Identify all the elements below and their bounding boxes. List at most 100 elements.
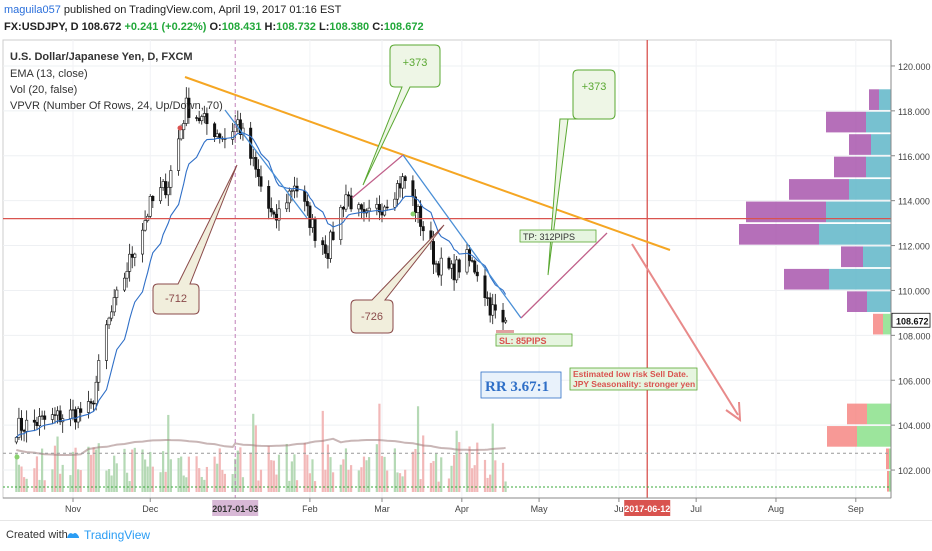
candle-body [231, 131, 235, 140]
x-marker-label: 2017-01-03 [212, 504, 258, 514]
volume-bar [35, 456, 39, 492]
candle-body [169, 170, 173, 188]
volume-bar [187, 456, 190, 492]
candle-body [86, 401, 90, 413]
volume-bar [277, 454, 281, 492]
volume-bar [489, 474, 492, 492]
candle-body [385, 206, 389, 209]
candle-body [254, 157, 258, 170]
candle-body [151, 196, 155, 202]
candle-body [419, 206, 423, 227]
volume-bar [450, 465, 453, 492]
candle-body [89, 401, 93, 404]
volume-bar [285, 443, 288, 492]
candle-body [267, 185, 271, 209]
vpvr-row-down [739, 223, 819, 245]
candle-body [112, 297, 116, 313]
time-axis[interactable]: Nov Dec 2017-01-03 Feb Mar Apr May Ju 2017-06-12… [3, 497, 891, 516]
volume-bar [74, 447, 77, 492]
candle-body [328, 231, 332, 259]
candle-body [439, 257, 443, 276]
candle-body [272, 211, 276, 215]
volume-bar [468, 446, 471, 492]
candle-body [486, 297, 490, 299]
candle-body [205, 113, 209, 125]
volume-bar [275, 474, 278, 492]
volume-ma-line [16, 437, 506, 456]
vpvr-row-up [866, 111, 891, 133]
volume-bar [107, 469, 111, 492]
volume-bar [149, 451, 152, 492]
volume-bar [218, 448, 221, 492]
open-value: 108.431 [221, 21, 262, 33]
signal-dot-green-2 [14, 454, 20, 460]
volume-bar [38, 479, 41, 492]
vpvr-row-down [847, 291, 867, 313]
candle-body [367, 207, 371, 212]
volume-bar [61, 464, 64, 492]
vpvr-row-up [826, 201, 891, 223]
candle-body [452, 263, 456, 281]
candle-body [40, 415, 44, 417]
x-marker-box [212, 500, 259, 516]
candle-body [218, 133, 222, 139]
candle-body [450, 263, 454, 269]
candles [14, 87, 508, 445]
vpvr-row-down [746, 201, 826, 223]
ema-path [15, 132, 507, 438]
ema-line [15, 132, 507, 438]
vpvr-row-up [889, 448, 891, 470]
candle-body [413, 196, 417, 213]
descending-trendline [184, 76, 671, 251]
volume-bar [241, 477, 245, 492]
callout-minus-a-text: -712 [165, 293, 187, 305]
stop-loss-label: SL: 85PIPS [495, 333, 573, 347]
candle-body [68, 409, 72, 419]
candle-body [447, 257, 451, 269]
candle-body [357, 204, 361, 210]
volume-bar [151, 466, 154, 492]
volume-bar [257, 480, 260, 492]
candle-body [166, 186, 170, 196]
volume-bar [339, 464, 342, 492]
candle-body [313, 219, 317, 241]
volume-bar [347, 469, 350, 492]
volume-bar [267, 446, 270, 492]
current-price-text: 108.672 [896, 316, 929, 326]
volume-bar [69, 475, 72, 492]
sl-marker [496, 330, 514, 333]
y-tick-label: 108.000 [898, 331, 931, 341]
take-profit-text: TP: 312PIPS [523, 232, 575, 242]
symbol-label: FX:USDJPY, D [4, 21, 79, 33]
volume-bar [133, 447, 136, 492]
volume-bar [368, 457, 371, 492]
legend-vol: Vol (20, false) [10, 84, 77, 96]
candle-body [455, 259, 459, 281]
plot-frame [2, 39, 892, 499]
candle-body [35, 421, 39, 427]
x-tick-label: Dec [142, 504, 159, 514]
y-tick-label: 118.000 [898, 107, 930, 117]
vpvr-row-up [871, 134, 891, 155]
volume-bar [200, 476, 203, 492]
legend-vpvr: VPVR (Number Of Rows, 24, Up/Down, 70) [10, 100, 223, 112]
low-value: 108.380 [329, 21, 370, 33]
volume-bar [342, 459, 345, 492]
volume-bar [53, 445, 57, 492]
blue-leg-1 [224, 109, 308, 219]
volume-bar [471, 468, 474, 492]
author-link[interactable]: maguila057 [4, 4, 61, 16]
candle-body [475, 271, 479, 277]
candle-body [305, 201, 309, 207]
vpvr-row-down [873, 313, 883, 335]
vpvr-row-up [857, 426, 891, 447]
candle-body [256, 168, 260, 177]
price-axis[interactable]: 102.000 104.000 106.000 108.000 110.000 112.0… [890, 40, 931, 498]
chart-canvas[interactable]: 102.000 104.000 106.000 108.000 110.000 112.0… [0, 38, 932, 520]
volume-bar [414, 448, 417, 492]
rr-text: RR 3.67:1 [485, 379, 549, 395]
vpvr-row-down [887, 470, 889, 492]
tradingview-brand[interactable]: TradingView [84, 528, 151, 542]
volume-bar [434, 453, 438, 492]
volume-bar [231, 474, 234, 492]
